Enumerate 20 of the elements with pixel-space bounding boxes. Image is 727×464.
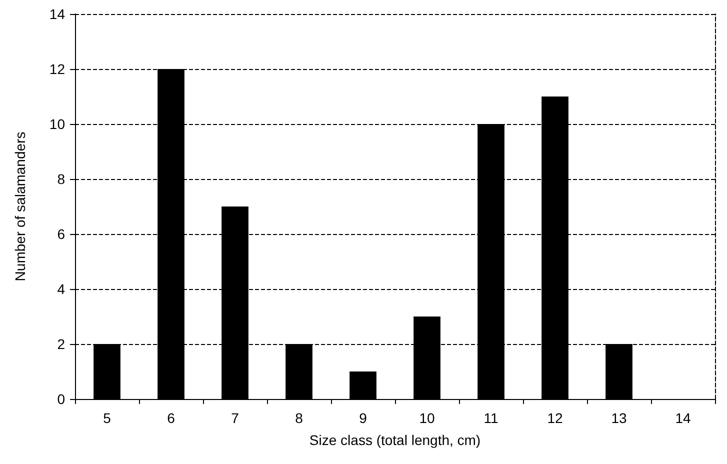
y-tick-label: 8 xyxy=(57,171,66,187)
y-tick-label: 6 xyxy=(57,226,66,242)
x-tick-label: 13 xyxy=(611,410,627,426)
x-tick-label: 12 xyxy=(547,410,563,426)
y-tick-label: 10 xyxy=(49,116,66,132)
y-tick-label: 2 xyxy=(57,336,66,352)
x-tick-label: 7 xyxy=(231,410,240,426)
y-tick-label: 0 xyxy=(57,391,66,407)
x-tick-label: 10 xyxy=(419,410,435,426)
x-tick-label: 6 xyxy=(167,410,176,426)
y-tick-label: 12 xyxy=(49,61,66,77)
y-tick-label: 4 xyxy=(57,281,66,297)
x-tick-label: 8 xyxy=(295,410,304,426)
x-axis-title: Size class (total length, cm) xyxy=(309,432,481,448)
x-tick-label: 11 xyxy=(484,410,498,426)
y-tick-label: 14 xyxy=(49,6,66,22)
x-tick-label: 9 xyxy=(359,410,368,426)
x-tick-label: 14 xyxy=(675,410,691,426)
y-axis-title: Number of salamanders xyxy=(12,132,28,282)
x-tick-label: 5 xyxy=(103,410,112,426)
